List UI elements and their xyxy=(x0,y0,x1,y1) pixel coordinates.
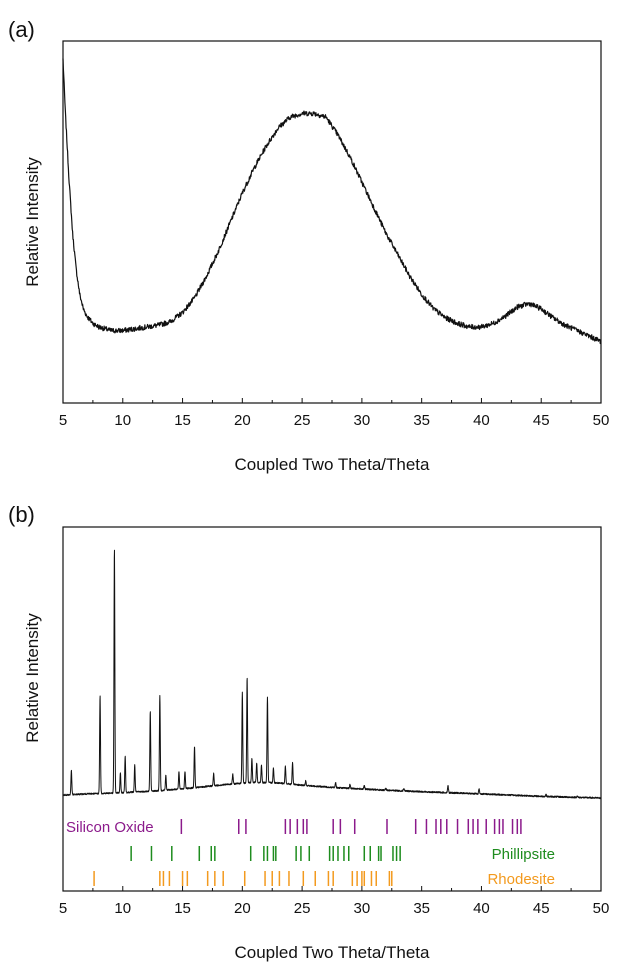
panel-a-x-tick-label-3: 20 xyxy=(234,412,251,429)
panel-a-x-ticks: 5 10 15 20 25 30 35 40 45 50 xyxy=(59,398,610,429)
panel-b-x-ticks: 5 10 15 20 25 30 35 40 45 50 xyxy=(59,886,610,917)
panel-a-x-tick-label-1: 10 xyxy=(114,412,131,429)
panel-b-x-tick-label-0: 5 xyxy=(59,900,67,917)
panel-b-x-tick-label-9: 50 xyxy=(593,900,610,917)
panel-b-x-tick-label-3: 20 xyxy=(234,900,251,917)
panel-b-x-tick-label-5: 30 xyxy=(354,900,371,917)
panel-a-plot-frame xyxy=(62,40,602,404)
panel-a-x-tick-label-8: 45 xyxy=(533,412,550,429)
panel-b-reference-phases: Silicon Oxide Phillipsite Rhodesite xyxy=(66,819,555,888)
panel-b-plot-frame xyxy=(62,526,602,892)
panel-b-x-tick-label-8: 45 xyxy=(533,900,550,917)
panel-b-y-axis-title: Relative Intensity xyxy=(23,613,42,743)
panel-a-y-axis-title: Relative Intensity xyxy=(23,157,42,287)
rhodesite-phase-label: Rhodesite xyxy=(487,871,555,888)
panel-a: (a) 5 10 15 20 25 30 35 40 45 50 Coupled Two Thet… xyxy=(8,17,609,474)
panel-a-x-tick-label-7: 40 xyxy=(473,412,490,429)
panel-b-x-axis-title: Coupled Two Theta/Theta xyxy=(234,943,430,962)
panel-b-x-tick-label-7: 40 xyxy=(473,900,490,917)
panel-b-label: (b) xyxy=(8,502,35,527)
panel-a-x-tick-label-4: 25 xyxy=(294,412,311,429)
panel-a-x-axis-title: Coupled Two Theta/Theta xyxy=(234,455,430,474)
panel-a-label: (a) xyxy=(8,17,35,42)
phillipsite-phase-label: Phillipsite xyxy=(492,846,555,863)
panel-a-x-tick-label-5: 30 xyxy=(354,412,371,429)
panel-b-x-tick-label-4: 25 xyxy=(294,900,311,917)
panel-a-x-tick-label-6: 35 xyxy=(413,412,430,429)
panel-a-x-tick-label-9: 50 xyxy=(593,412,610,429)
panel-a-series-line xyxy=(62,58,602,345)
panel-b-x-tick-label-6: 35 xyxy=(413,900,430,917)
panel-b-x-tick-label-1: 10 xyxy=(114,900,131,917)
panel-b-x-tick-label-2: 15 xyxy=(174,900,191,917)
panel-a-x-tick-label-2: 15 xyxy=(174,412,191,429)
panel-b: (b) Silicon Oxide Phillipsite Rhodesite 5 1… xyxy=(8,502,609,962)
silicon-oxide-phase-label: Silicon Oxide xyxy=(66,819,154,836)
panel-a-x-tick-label-0: 5 xyxy=(59,412,67,429)
panel-b-diffraction-pattern xyxy=(62,549,602,800)
